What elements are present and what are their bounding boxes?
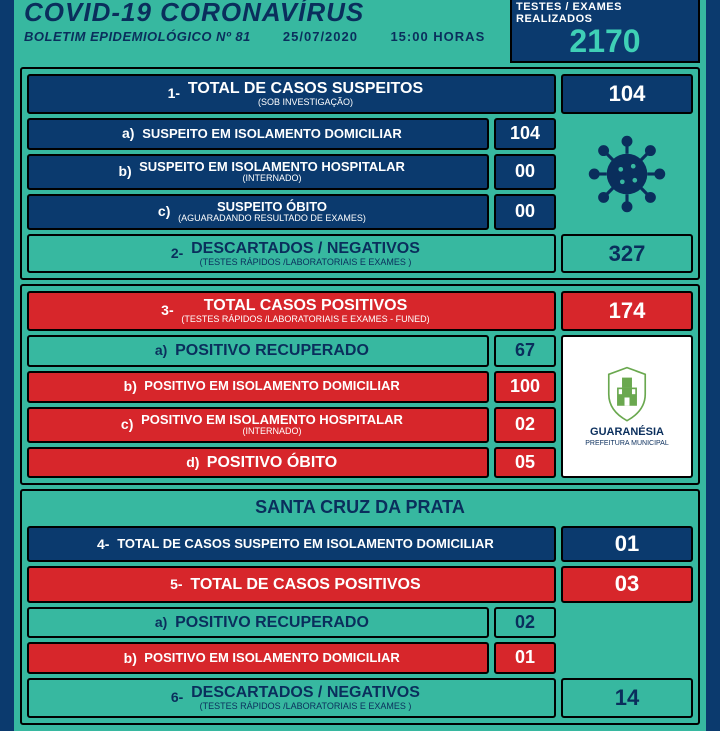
- row-5b: b) POSITIVO EM ISOLAMENTO DOMICILIAR: [27, 642, 489, 674]
- tests-box: TESTES / EXAMES REALIZADOS 2170: [510, 0, 700, 63]
- bulletin-poster: COVID-19 CORONAVÍRUS BOLETIM EPIDEMIOLÓG…: [14, 0, 706, 731]
- row-1c: c) SUSPEITO ÓBITO(AGUARADANDO RESULTADO …: [27, 194, 489, 230]
- row-1a-value: 104: [494, 118, 556, 150]
- row-5: 5- TOTAL DE CASOS POSITIVOS: [27, 566, 556, 602]
- row-3b: b) POSITIVO EM ISOLAMENTO DOMICILIAR: [27, 371, 489, 403]
- bulletin-label: BOLETIM EPIDEMIOLÓGICO Nº 81: [24, 29, 255, 44]
- city-crest: GUARANÉSIA PREFEITURA MUNICIPAL: [561, 335, 693, 479]
- row-4-value: 01: [561, 526, 693, 562]
- tests-label: TESTES / EXAMES REALIZADOS: [516, 1, 694, 25]
- row-3d: d) POSITIVO ÓBITO: [27, 447, 489, 479]
- row-5a: a) POSITIVO RECUPERADO: [27, 607, 489, 639]
- row-1b: b) SUSPEITO EM ISOLAMENTO HOSPITALAR(INT…: [27, 154, 489, 190]
- row-1b-value: 00: [494, 154, 556, 190]
- row-4: 4- TOTAL DE CASOS SUSPEITO EM ISOLAMENTO…: [27, 526, 556, 562]
- row-5b-value: 01: [494, 642, 556, 674]
- crest-name: GUARANÉSIA: [590, 426, 664, 438]
- row-3d-value: 05: [494, 447, 556, 479]
- row-3a: a) POSITIVO RECUPERADO: [27, 335, 489, 367]
- panel-positives: 3- TOTAL CASOS POSITIVOS (TESTES RÁPIDOS…: [20, 284, 700, 485]
- crest-icon: [601, 366, 653, 424]
- row-3-value: 174: [561, 291, 693, 330]
- section-title: SANTA CRUZ DA PRATA: [27, 496, 693, 522]
- row-3c-value: 02: [494, 407, 556, 443]
- header: COVID-19 CORONAVÍRUS BOLETIM EPIDEMIOLÓG…: [20, 0, 700, 63]
- row-1c-value: 00: [494, 194, 556, 230]
- row-1a: a) SUSPEITO EM ISOLAMENTO DOMICILIAR: [27, 118, 489, 150]
- row-2: 2- DESCARTADOS / NEGATIVOS (TESTES RÁPID…: [27, 234, 556, 273]
- row-1-value: 104: [561, 74, 693, 113]
- row-5a-value: 02: [494, 607, 556, 639]
- main-title: COVID-19 CORONAVÍRUS: [24, 0, 500, 28]
- bulletin-date: 25/07/2020: [283, 29, 358, 44]
- row-3c: c) POSITIVO EM ISOLAMENTO HOSPITALAR(INT…: [27, 407, 489, 443]
- bulletin-time: 15:00 HORAS: [390, 29, 485, 44]
- panel-santa-cruz: SANTA CRUZ DA PRATA 4- TOTAL DE CASOS SU…: [20, 489, 700, 724]
- row-1: 1- TOTAL DE CASOS SUSPEITOS (SOB INVESTI…: [27, 74, 556, 113]
- row-3: 3- TOTAL CASOS POSITIVOS (TESTES RÁPIDOS…: [27, 291, 556, 330]
- panel-suspects: 1- TOTAL DE CASOS SUSPEITOS (SOB INVESTI…: [20, 67, 700, 280]
- row-3a-value: 67: [494, 335, 556, 367]
- virus-icon: [561, 118, 693, 230]
- crest-sub: PREFEITURA MUNICIPAL: [585, 440, 669, 448]
- row-6: 6- DESCARTADOS / NEGATIVOS (TESTES RÁPID…: [27, 678, 556, 717]
- header-titles: COVID-19 CORONAVÍRUS BOLETIM EPIDEMIOLÓG…: [20, 0, 504, 63]
- row-3b-value: 100: [494, 371, 556, 403]
- row-2-value: 327: [561, 234, 693, 273]
- row-6-value: 14: [561, 678, 693, 717]
- tests-value: 2170: [569, 25, 640, 57]
- row-5-value: 03: [561, 566, 693, 602]
